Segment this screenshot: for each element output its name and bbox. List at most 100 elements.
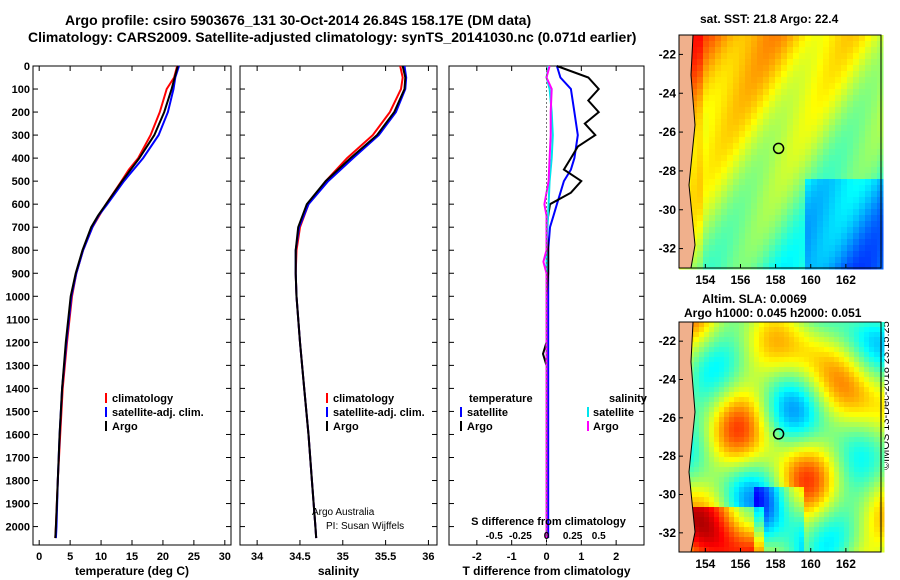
map-cell [864, 522, 870, 528]
map-cell [739, 65, 746, 72]
map-cell [733, 65, 740, 72]
map-cell [839, 497, 845, 503]
map-cell [739, 467, 745, 473]
map-cell [689, 447, 695, 453]
map-cell [779, 497, 785, 503]
map-cell [799, 83, 806, 90]
map-cell [804, 402, 810, 408]
map-cell [859, 517, 865, 523]
map-cell [811, 203, 818, 210]
map-cell [819, 452, 825, 458]
map-cell [787, 131, 794, 138]
map-cell [759, 542, 765, 548]
map-cell [754, 382, 760, 388]
map-cell [809, 412, 815, 418]
map-cell [849, 377, 855, 383]
map-cell [805, 41, 812, 48]
map-cell [691, 95, 698, 102]
map-cell [814, 422, 820, 428]
map-cell [781, 209, 788, 216]
map-cell [793, 113, 800, 120]
map-cell [697, 257, 704, 264]
map-cell [691, 191, 698, 198]
map-cell [864, 547, 870, 553]
map-cell [804, 517, 810, 523]
map-cell [849, 497, 855, 503]
map-cell [745, 251, 752, 258]
map-cell [727, 257, 734, 264]
map-cell [763, 125, 770, 132]
map-cell [694, 547, 700, 553]
map-cell [764, 522, 770, 528]
map-y-tick-label: -22 [659, 47, 677, 61]
map-cell [874, 462, 880, 468]
map-cell [794, 517, 800, 523]
map-cell [727, 191, 734, 198]
map-cell [819, 332, 825, 338]
map-cell [709, 422, 715, 428]
map-cell [704, 337, 710, 343]
map-cell [775, 101, 782, 108]
map-cell [739, 457, 745, 463]
map-cell [769, 407, 775, 413]
map-cell [727, 71, 734, 78]
map-cell [809, 467, 815, 473]
depth-tick-label: 1000 [6, 291, 30, 303]
map-cell [809, 522, 815, 528]
map-cell [847, 185, 854, 192]
map-cell [854, 407, 860, 413]
map-cell [859, 41, 866, 48]
map-cell [774, 362, 780, 368]
map-cell [817, 95, 824, 102]
map-cell [835, 41, 842, 48]
plot-frame-temperature [32, 65, 232, 546]
map-cell [811, 71, 818, 78]
map-cell [764, 397, 770, 403]
map-cell [759, 432, 765, 438]
map-cell [745, 167, 752, 174]
map-cell [804, 387, 810, 393]
map-cell [781, 227, 788, 234]
map-cell [844, 342, 850, 348]
map-cell [849, 362, 855, 368]
map-cell [794, 482, 800, 488]
map-cell [757, 155, 764, 162]
map-cell [759, 387, 765, 393]
map-cell [689, 452, 695, 458]
map-cell [835, 59, 842, 66]
map-cell [781, 167, 788, 174]
map-cell [869, 437, 875, 443]
map-cell [739, 432, 745, 438]
map-cell [709, 437, 715, 443]
map-cell [709, 83, 716, 90]
map-cell [799, 527, 805, 533]
map-cell [709, 492, 715, 498]
map-cell [854, 322, 860, 328]
map-cell [751, 197, 758, 204]
map-cell [699, 477, 705, 483]
map-cell [835, 239, 842, 246]
map-cell [854, 377, 860, 383]
map-cell [877, 107, 884, 114]
map-cell [844, 372, 850, 378]
map-cell [844, 397, 850, 403]
map-cell [734, 487, 740, 493]
map-cell [749, 467, 755, 473]
map-cell [819, 467, 825, 473]
map-cell [703, 35, 710, 42]
map-cell [849, 477, 855, 483]
map-cell [709, 362, 715, 368]
map-cell [724, 422, 730, 428]
map-cell [689, 477, 695, 483]
map-cell [841, 227, 848, 234]
map-cell [869, 362, 875, 368]
map-cell [804, 417, 810, 423]
map-cell [854, 512, 860, 518]
map-cell [844, 542, 850, 548]
map-cell [871, 155, 878, 162]
map-cell [691, 89, 698, 96]
map-cell [719, 407, 725, 413]
map-cell [744, 422, 750, 428]
map-cell [704, 367, 710, 373]
map-cell [804, 437, 810, 443]
